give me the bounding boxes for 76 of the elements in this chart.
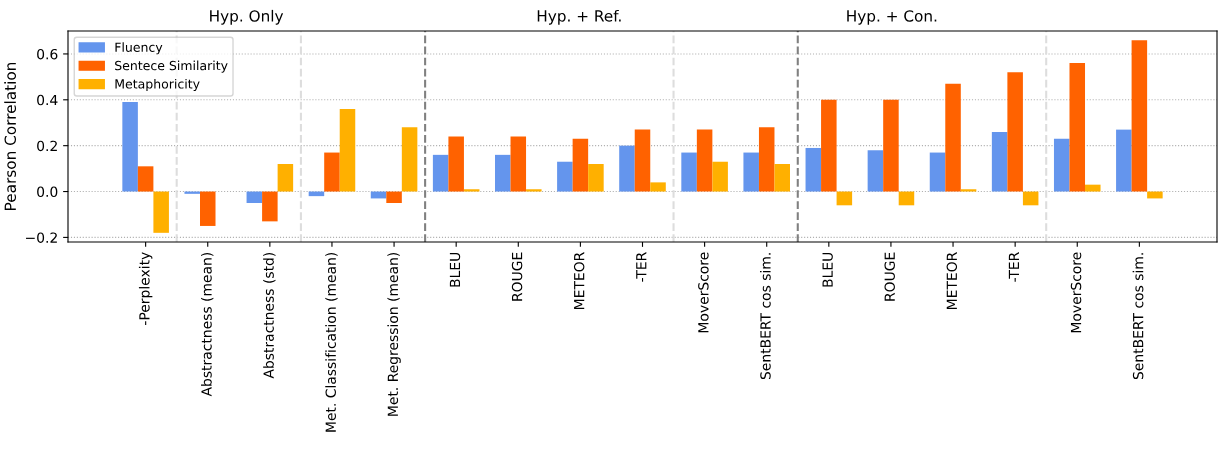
bar xyxy=(619,145,635,192)
text: Hyp. + Ref. xyxy=(537,9,621,25)
x-tick-label: Abstractness (std) xyxy=(263,252,276,379)
bar xyxy=(137,166,154,192)
text: Hyp. + Con. xyxy=(847,10,937,25)
bar xyxy=(526,189,542,192)
x-tick-label: BLEU xyxy=(449,252,461,287)
bar xyxy=(1131,40,1148,192)
bar xyxy=(774,164,791,192)
bar xyxy=(386,191,402,204)
x-tick-label: -Perplexity xyxy=(138,252,153,325)
bar xyxy=(650,182,666,192)
bar xyxy=(991,131,1008,192)
bar xyxy=(634,129,651,192)
bar xyxy=(463,189,480,192)
y-tick-label: 0.0 xyxy=(37,186,58,198)
bar xyxy=(510,136,527,192)
bar xyxy=(572,138,589,192)
bar xyxy=(743,152,759,192)
x-tick-label: Abstractness (mean) xyxy=(201,252,214,397)
bar xyxy=(122,102,138,192)
bar xyxy=(262,191,278,222)
bar xyxy=(681,152,697,192)
bar xyxy=(805,147,822,192)
legend-label: Fluency xyxy=(115,42,163,55)
x-tick-label: -TER xyxy=(1008,252,1019,282)
bar xyxy=(821,99,837,192)
bar xyxy=(898,191,915,206)
text: Hyp. Only xyxy=(210,9,284,25)
bar xyxy=(883,99,899,192)
bar xyxy=(153,191,169,233)
x-tick-label: MoverScore xyxy=(1070,252,1082,333)
x-tick-label: ROUGE xyxy=(511,252,523,301)
x-tick-label: Met. Classification (mean) xyxy=(325,252,338,432)
y-tick-label: 0.2 xyxy=(37,140,57,152)
bar xyxy=(836,191,853,206)
bar xyxy=(1022,191,1039,206)
bar xyxy=(960,189,977,192)
bar xyxy=(1007,72,1023,192)
bar xyxy=(199,191,216,226)
x-tick-label: ROUGE xyxy=(884,252,895,301)
bar xyxy=(929,152,946,192)
y-axis-title: Pearson Correlation xyxy=(4,62,17,210)
x-tick-label: METEOR xyxy=(946,252,958,309)
bar xyxy=(557,161,573,192)
bar xyxy=(588,164,604,192)
y-tick-label: 0.6 xyxy=(37,48,58,60)
bar xyxy=(432,154,449,192)
bar xyxy=(448,136,464,192)
y-tick-label: 0.4 xyxy=(37,94,58,106)
bar xyxy=(1069,63,1086,192)
x-tick-label: Met. Regression (mean) xyxy=(387,252,401,416)
legend-label: Metaphoricity xyxy=(115,78,200,92)
x-tick-label: MoverScore xyxy=(698,252,709,333)
bar xyxy=(1053,138,1070,192)
bar xyxy=(867,150,884,192)
bar xyxy=(277,164,294,192)
bar xyxy=(945,83,961,192)
bar xyxy=(1147,191,1163,199)
bar xyxy=(758,127,775,192)
x-tick-label: BLEU xyxy=(822,252,833,287)
bar xyxy=(712,161,728,192)
bar xyxy=(1085,184,1101,192)
bar xyxy=(696,129,713,192)
bar xyxy=(494,154,511,192)
bar xyxy=(401,127,418,192)
bar xyxy=(1116,129,1132,192)
bar xyxy=(339,108,356,192)
legend-label: Sentece Similarity xyxy=(115,60,228,73)
x-tick-label: -TER xyxy=(636,252,647,282)
y-tick-label: −0.2 xyxy=(26,232,57,243)
x-tick-label: SentBERT cos sim. xyxy=(760,253,771,380)
x-tick-label: METEOR xyxy=(573,252,585,309)
bar xyxy=(246,191,263,204)
bar xyxy=(324,152,340,192)
x-tick-label: SentBERT cos sim. xyxy=(1132,253,1144,380)
